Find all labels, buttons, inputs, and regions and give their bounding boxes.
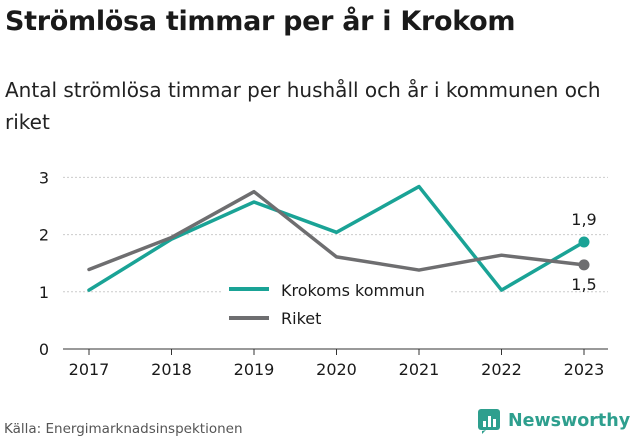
y-tick-label-3: 3	[39, 168, 49, 187]
end-label-riket: 1,5	[571, 275, 596, 294]
legend: Krokoms kommun Riket	[222, 275, 450, 333]
x-axis: 2017 2018 2019 2020 2021 2022 2023	[69, 349, 605, 379]
y-axis-ticks: 0 1 2 3	[39, 168, 49, 359]
y-tick-label-0: 0	[39, 340, 49, 359]
x-tick-label-2023: 2023	[564, 360, 605, 379]
legend-background	[222, 275, 450, 333]
x-tick-label-2018: 2018	[151, 360, 192, 379]
series-line-krokom	[87, 184, 586, 292]
series-end-point-riket	[578, 259, 590, 271]
series-end-point-krokom	[578, 236, 590, 248]
series-line-riket	[87, 189, 586, 272]
legend-label-riket: Riket	[281, 309, 321, 328]
chart-subtitle: Antal strömlösa timmar per hushåll och å…	[5, 78, 601, 134]
newsworthy-logo-icon	[478, 409, 500, 434]
line-chart: 0 1 2 3 2017 2018 2019 2020 2021 2022 2023 Krokom…	[39, 168, 608, 379]
y-tick-label-1: 1	[39, 283, 49, 302]
x-tick-label-2020: 2020	[316, 360, 357, 379]
end-labels: 1,9 1,5	[571, 210, 596, 294]
legend-label-krokom: Krokoms kommun	[281, 281, 425, 300]
x-tick-label-2019: 2019	[234, 360, 275, 379]
source-note: Källa: Energimarknadsinspektionen	[4, 421, 243, 437]
x-tick-label-2021: 2021	[399, 360, 440, 379]
end-label-krokom: 1,9	[571, 210, 596, 229]
series-lines	[87, 184, 590, 292]
y-tick-label-2: 2	[39, 226, 49, 245]
brand-name: Newsworthy	[508, 411, 631, 431]
x-tick-label-2017: 2017	[69, 360, 110, 379]
chart-title: Strömlösa timmar per år i Krokom	[5, 6, 516, 37]
x-tick-label-2022: 2022	[481, 360, 522, 379]
brand-logo[interactable]: Newsworthy	[477, 407, 630, 435]
